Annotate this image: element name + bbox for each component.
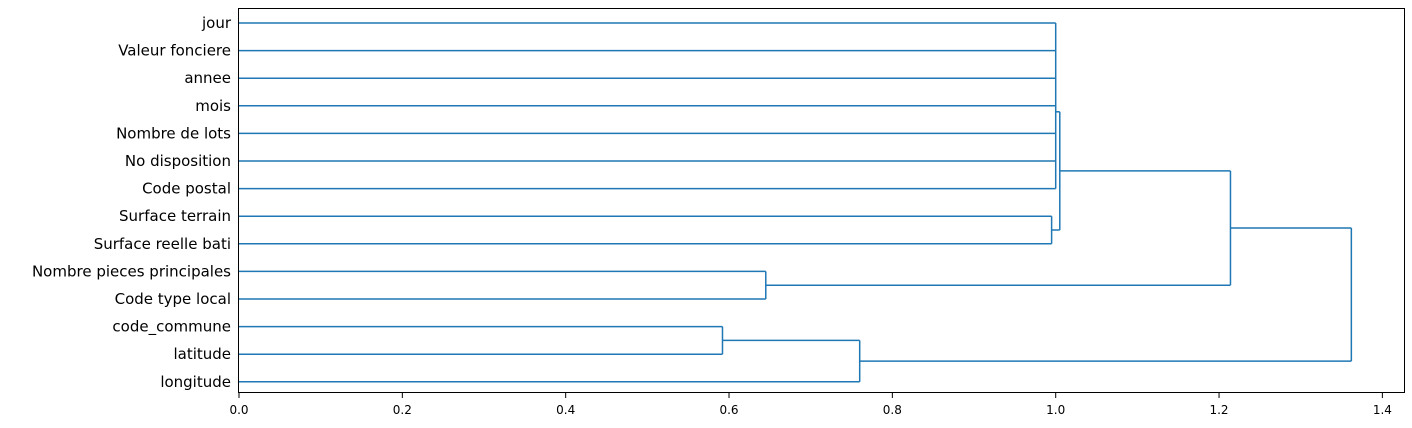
leaf-labels: jour Valeur fonciere annee mois Nombre de lo… (32, 14, 232, 391)
dendrogram-links (239, 22, 1353, 383)
x-tick-label-5: 1.0 (1046, 403, 1065, 417)
x-tick-label-2: 0.4 (556, 403, 575, 417)
leaf-label-surface-reelle-bati: Surface reelle bati (94, 235, 231, 253)
leaf-label-jour: jour (201, 14, 232, 32)
x-tick-label-7: 1.4 (1373, 403, 1392, 417)
leaf-label-code-commune: code_commune (112, 318, 231, 337)
leaf-label-nombre-pieces-principales: Nombre pieces principales (32, 262, 231, 280)
x-tick-label-0: 0.0 (229, 403, 248, 417)
leaf-label-valeur-fonciere: Valeur fonciere (118, 42, 231, 60)
x-tick-label-3: 0.6 (719, 403, 738, 417)
x-tick-label-4: 0.8 (883, 403, 902, 417)
leaf-label-annee: annee (184, 69, 231, 87)
x-tick-label-6: 1.2 (1209, 403, 1228, 417)
x-axis-ticks: 0.0 0.2 0.4 0.6 0.8 1.0 1.2 1.4 (229, 393, 1392, 417)
leaf-label-latitude: latitude (173, 345, 231, 363)
x-tick-label-1: 0.2 (393, 403, 412, 417)
leaf-label-no-disposition: No disposition (125, 152, 231, 170)
leaf-label-surface-terrain: Surface terrain (119, 207, 231, 225)
leaf-label-longitude: longitude (160, 373, 231, 391)
leaf-label-code-postal: Code postal (142, 180, 231, 198)
plot-frame (238, 8, 1405, 393)
leaf-label-mois: mois (195, 97, 231, 115)
leaf-label-nombre-de-lots: Nombre de lots (116, 124, 231, 142)
leaf-label-code-type-local: Code type local (115, 290, 231, 308)
